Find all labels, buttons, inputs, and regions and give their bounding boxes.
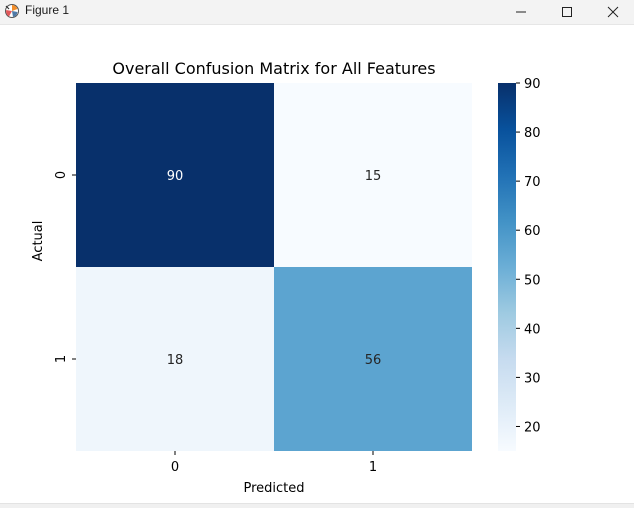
colorbar-tick-label: 40 [524, 322, 541, 337]
heatmap-cells: 90 15 18 56 [76, 83, 472, 451]
colorbar-ticks: 90 80 70 60 50 40 30 20 [516, 77, 541, 435]
cell-value-label: 90 [167, 169, 184, 184]
x-tick-label: 1 [369, 460, 377, 475]
window-bottom-edge [0, 503, 634, 508]
close-icon [607, 6, 619, 18]
heatmap-cell [76, 83, 274, 267]
colorbar-tick-label: 80 [524, 126, 541, 141]
chart-title: Overall Confusion Matrix for All Feature… [112, 59, 435, 78]
y-axis-ticks: 01 [54, 171, 76, 363]
colorbar [498, 83, 516, 451]
y-tick-label: 0 [54, 171, 69, 179]
cell-value-label: 18 [167, 353, 184, 368]
close-button[interactable] [590, 0, 634, 24]
cell-value-label: 15 [365, 169, 382, 184]
cell-value-label: 56 [365, 353, 382, 368]
heatmap-cell [274, 83, 472, 267]
confusion-matrix-chart: Overall Confusion Matrix for All Feature… [31, 59, 541, 496]
title-bar[interactable]: Figure 1 [0, 0, 634, 25]
y-axis-label: Actual [31, 221, 46, 262]
colorbar-tick-label: 60 [524, 224, 541, 239]
maximize-button[interactable] [544, 0, 590, 24]
x-axis-label: Predicted [243, 481, 304, 496]
y-tick-label: 1 [54, 355, 69, 363]
heatmap-cell [76, 267, 274, 451]
minimize-button[interactable] [498, 0, 544, 24]
colorbar-tick-label: 30 [524, 371, 541, 386]
heatmap-cell [274, 267, 472, 451]
figure-canvas: Overall Confusion Matrix for All Feature… [0, 25, 634, 503]
maximize-icon [562, 7, 572, 17]
window-title: Figure 1 [25, 3, 70, 17]
colorbar-tick-label: 50 [524, 273, 541, 288]
colorbar-tick-label: 90 [524, 77, 541, 92]
colorbar-tick-label: 70 [524, 175, 541, 190]
x-tick-label: 0 [171, 460, 179, 475]
minimize-icon [516, 11, 526, 13]
matplotlib-icon [5, 4, 19, 18]
colorbar-tick-label: 20 [524, 420, 541, 435]
